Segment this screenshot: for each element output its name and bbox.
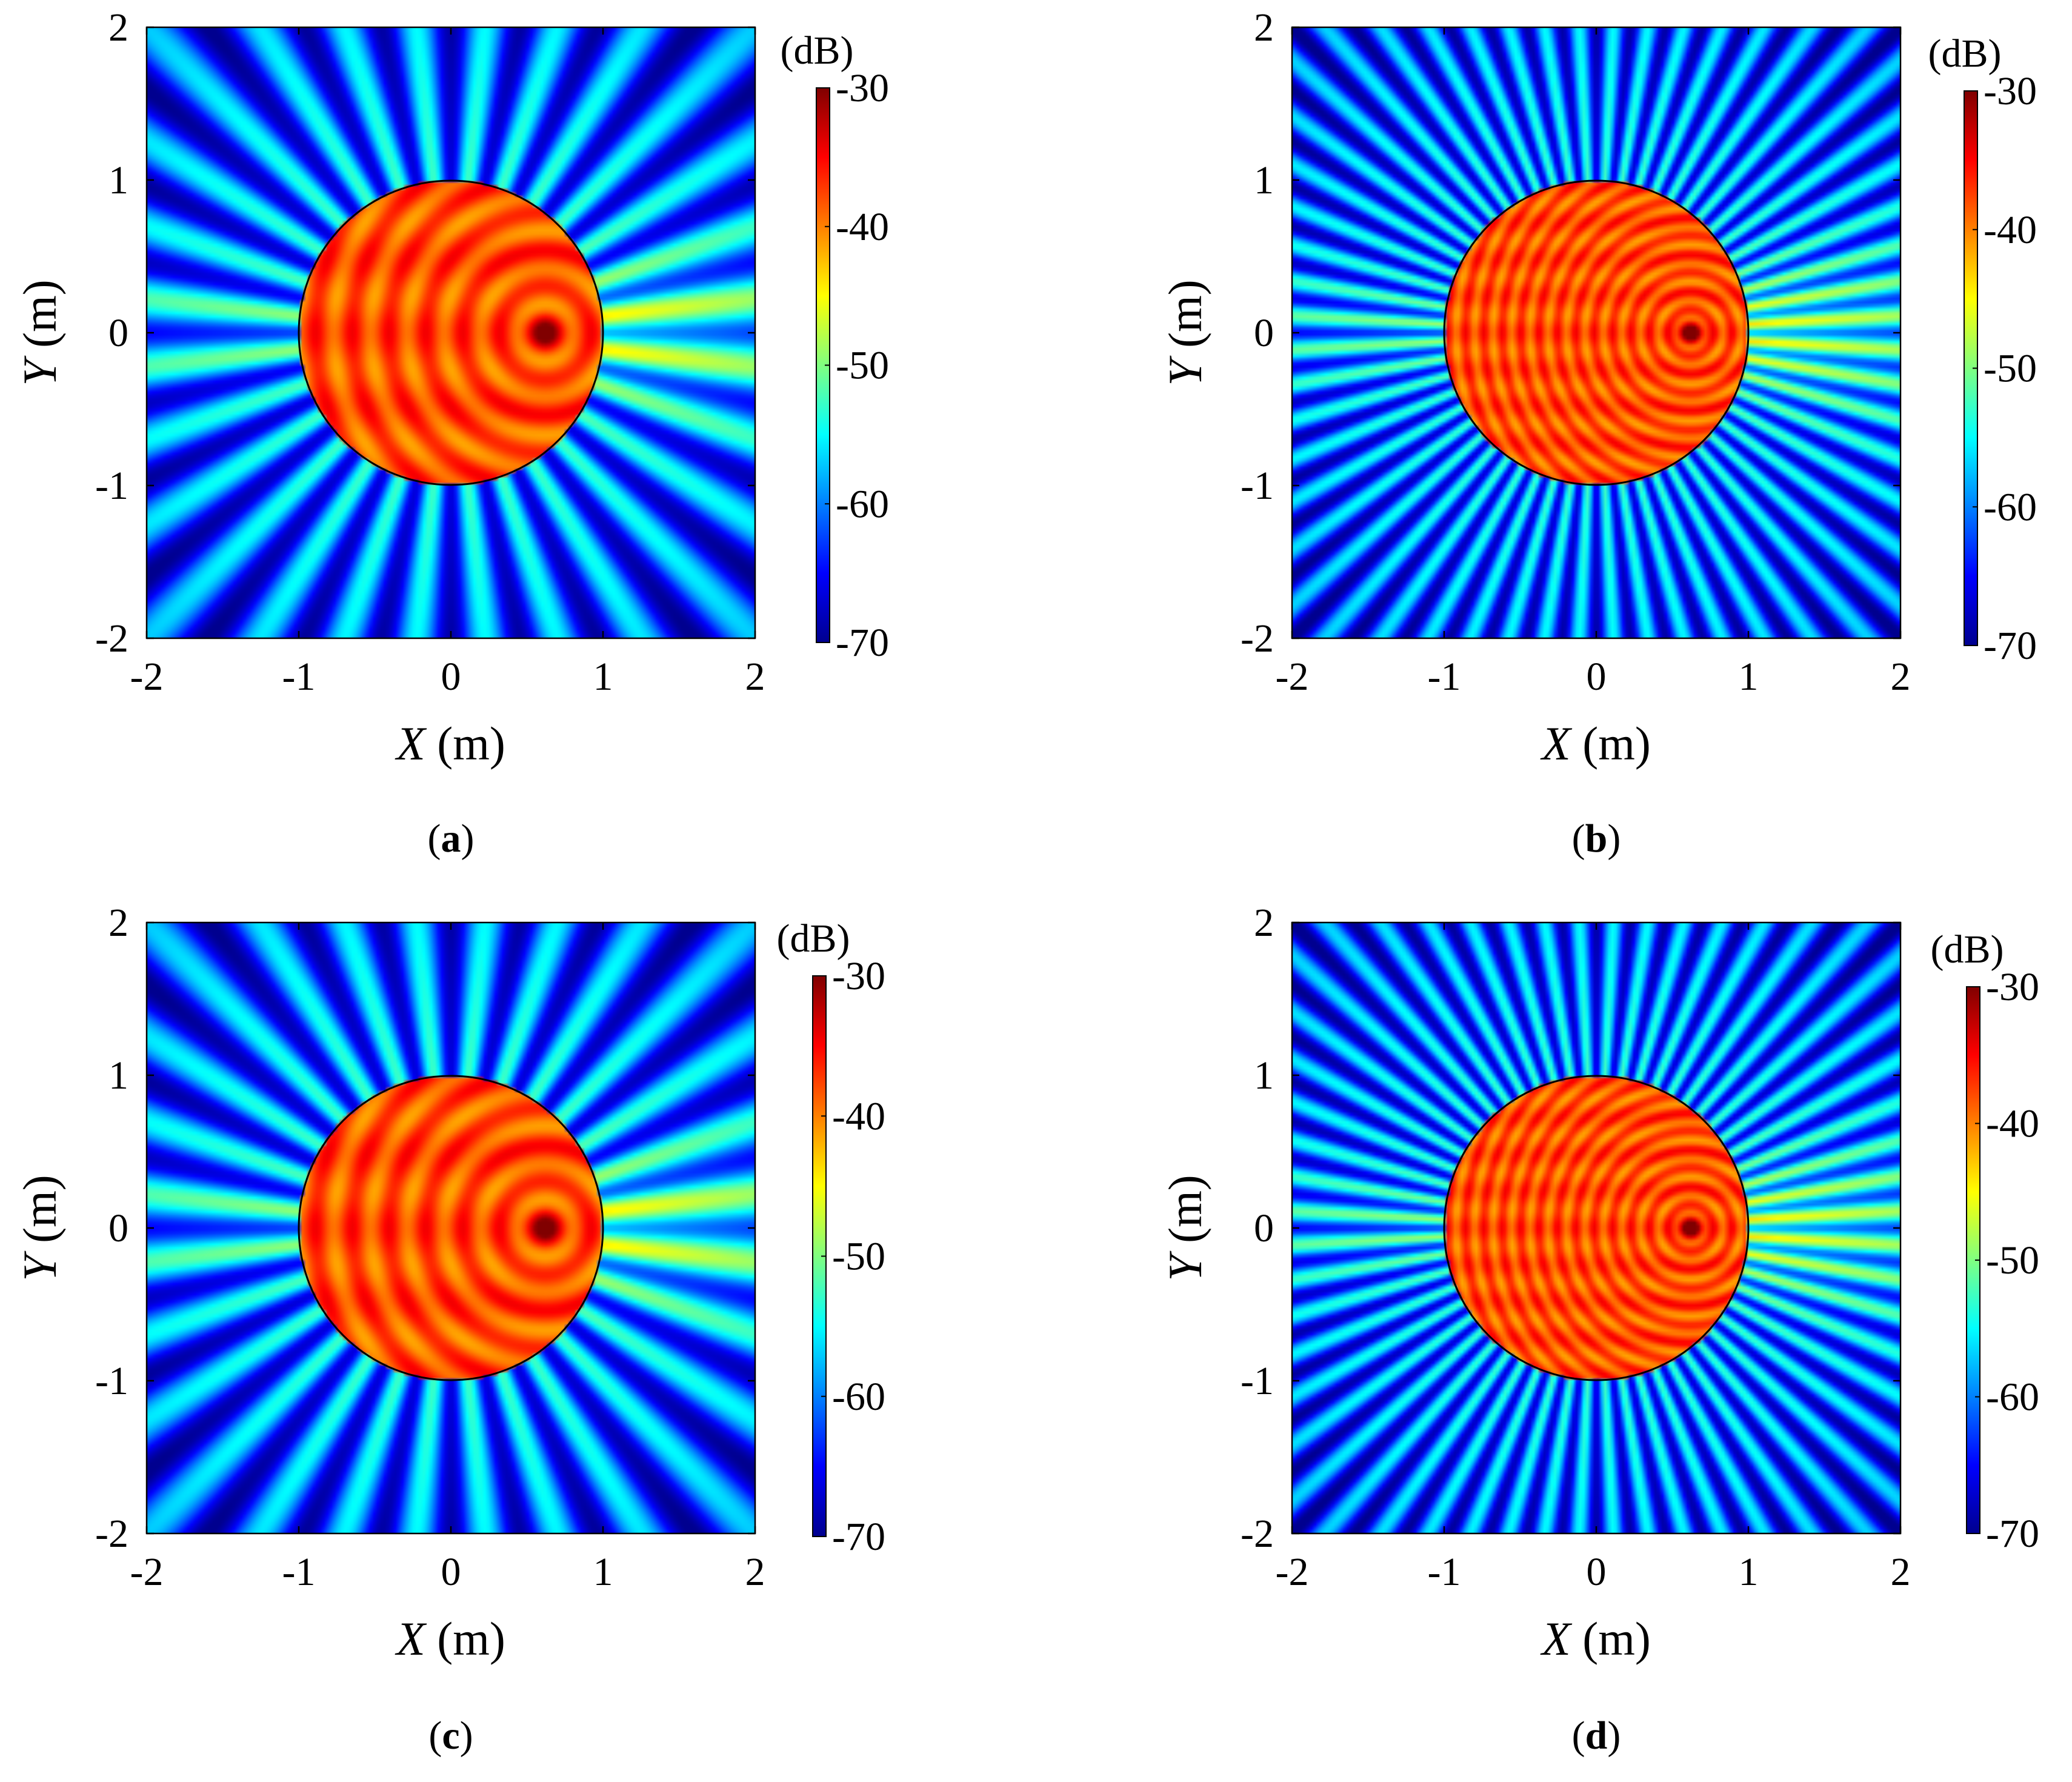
colorbar-tick-label: -40 — [832, 1094, 885, 1138]
y-tick-label: 1 — [1254, 158, 1274, 202]
y-tick-label: 0 — [1254, 311, 1274, 355]
x-tick-label: 0 — [1587, 1550, 1607, 1594]
x-axis-label: X (m) — [1540, 717, 1651, 770]
x-axis-label: X (m) — [1540, 1612, 1651, 1665]
colorbar-tick-label: -40 — [1984, 208, 2037, 252]
colorbar-tick-label: -60 — [832, 1375, 885, 1419]
y-tick-label: -2 — [95, 616, 128, 661]
circle-boundary — [298, 179, 604, 486]
panel-a: -2 -1 0 1 2 -2 -1 0 1 2 X (m) Y (m) -30 -40 -50 -60 -70 (… — [13, 5, 889, 861]
y-axis-label: Y (m) — [1159, 1175, 1211, 1281]
y-tick-label: 0 — [108, 1206, 128, 1250]
y-axis-label: Y (m) — [13, 279, 66, 386]
x-tick-label: -2 — [1276, 655, 1309, 699]
colorbar-tick-label: -30 — [832, 954, 885, 998]
panel-c: -2 -1 0 1 2 -2 -1 0 1 2 X (m) Y (m) -30 -40 -50 -60 -70 (… — [13, 901, 885, 1758]
y-tick-label: 2 — [1254, 901, 1274, 945]
y-tick-label: 0 — [1254, 1206, 1274, 1250]
y-tick-label: -1 — [95, 1359, 128, 1403]
x-tick-label: 1 — [593, 655, 613, 699]
colorbar-tick-label: -40 — [1986, 1102, 2039, 1146]
y-tick-label: 0 — [108, 311, 128, 355]
colorbar-tick-label: -30 — [1984, 69, 2037, 113]
x-tick-label: -1 — [282, 1550, 316, 1594]
panel-caption: (d) — [1572, 1714, 1621, 1758]
panel-d: -2 -1 0 1 2 -2 -1 0 1 2 X (m) Y (m) -30 -40 -50 -60 -70 (… — [1159, 901, 2039, 1758]
colorbar-tick-label: -40 — [836, 205, 889, 249]
colorbar-label: (dB) — [781, 28, 854, 73]
colorbar-tick-label: -50 — [832, 1235, 885, 1279]
x-tick-label: 1 — [1739, 1550, 1759, 1594]
x-tick-label: -1 — [1428, 655, 1461, 699]
panel-caption: (b) — [1572, 816, 1621, 861]
x-axis-label: X (m) — [395, 717, 505, 770]
x-tick-label: 2 — [1891, 655, 1911, 699]
x-tick-label: 2 — [745, 1550, 765, 1594]
colorbar-tick-label: -70 — [836, 621, 889, 665]
y-axis-label: Y (m) — [1159, 279, 1211, 386]
x-tick-label: -1 — [1428, 1550, 1461, 1594]
y-tick-label: 1 — [1254, 1053, 1274, 1098]
y-tick-label: 1 — [108, 158, 128, 202]
colorbar-tick-label: -60 — [1984, 485, 2037, 529]
y-tick-label: 2 — [1254, 5, 1274, 50]
heatmap-image — [1292, 923, 1900, 1533]
x-tick-label: 0 — [441, 1550, 461, 1594]
y-tick-label: -2 — [95, 1512, 128, 1556]
x-tick-label: -2 — [130, 655, 164, 699]
circle-boundary — [1443, 1075, 1750, 1381]
colorbar-tick-label: -50 — [836, 344, 889, 388]
colorbar-tick-label: -30 — [1986, 965, 2039, 1009]
y-tick-label: 2 — [108, 5, 128, 50]
x-axis-label: X (m) — [395, 1612, 505, 1665]
colorbar-label: (dB) — [1931, 927, 2004, 972]
panel-caption: (a) — [428, 816, 475, 861]
heatmap-image — [1292, 27, 1900, 638]
y-tick-label: -1 — [95, 464, 128, 508]
y-tick-label: -1 — [1241, 464, 1274, 508]
x-tick-label: 0 — [1587, 655, 1607, 699]
heatmap-image — [147, 923, 755, 1533]
colorbar-tick-label: -60 — [836, 482, 889, 526]
x-tick-label: 1 — [593, 1550, 613, 1594]
x-tick-label: 2 — [1891, 1550, 1911, 1594]
circle-boundary — [298, 1075, 604, 1381]
heatmap-image — [147, 27, 755, 638]
y-tick-label: 1 — [108, 1053, 128, 1098]
circle-boundary — [1443, 179, 1750, 486]
panel-b: -2 -1 0 1 2 -2 -1 0 1 2 X (m) Y (m) -30 -40 -50 -60 -70 (… — [1159, 5, 2037, 861]
y-tick-label: -1 — [1241, 1359, 1274, 1403]
y-tick-label: -2 — [1241, 1512, 1274, 1556]
y-tick-label: -2 — [1241, 616, 1274, 661]
x-tick-label: -2 — [1276, 1550, 1309, 1594]
colorbar-label: (dB) — [1928, 32, 2002, 76]
colorbar-tick-label: -30 — [836, 66, 889, 110]
x-tick-label: 1 — [1739, 655, 1759, 699]
colorbar-tick-label: -50 — [1984, 347, 2037, 391]
colorbar-tick-label: -70 — [1984, 624, 2037, 668]
y-axis-label: Y (m) — [13, 1175, 66, 1281]
colorbar-tick-label: -70 — [1986, 1512, 2039, 1556]
x-tick-label: 0 — [441, 655, 461, 699]
colorbar-tick-label: -60 — [1986, 1375, 2039, 1420]
colorbar-label: (dB) — [777, 916, 850, 961]
colorbar-tick-label: -70 — [832, 1515, 885, 1559]
x-tick-label: -2 — [130, 1550, 164, 1594]
y-tick-label: 2 — [108, 901, 128, 945]
x-tick-label: -1 — [282, 655, 316, 699]
panel-caption: (c) — [428, 1714, 473, 1758]
x-tick-label: 2 — [745, 655, 765, 699]
colorbar-tick-label: -50 — [1986, 1238, 2039, 1283]
